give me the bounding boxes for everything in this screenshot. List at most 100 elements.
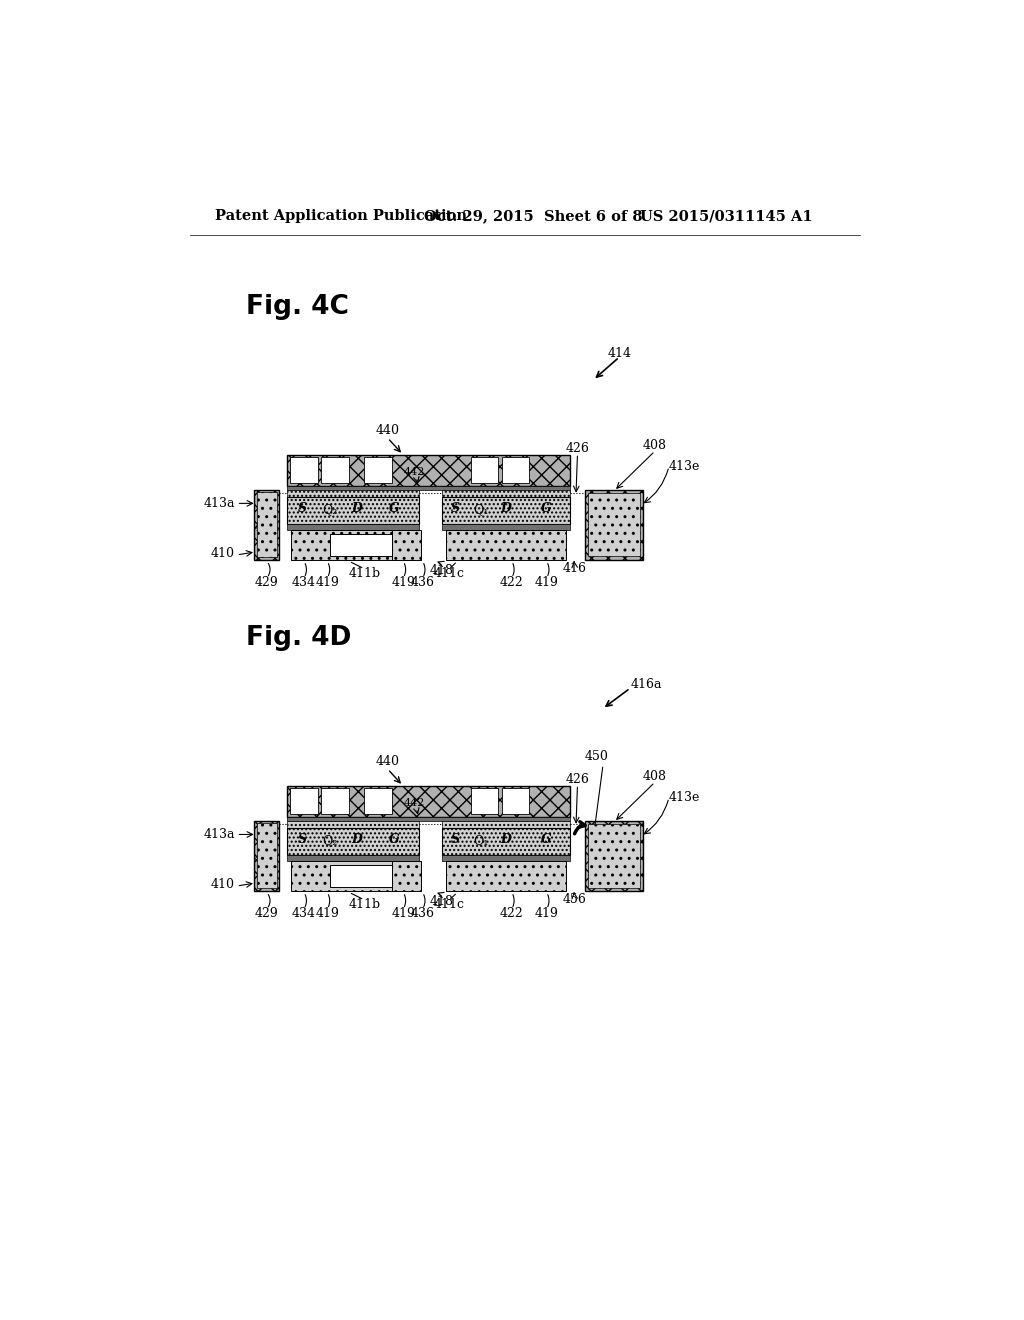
Bar bbox=[502, 457, 529, 483]
Text: 410a: 410a bbox=[254, 855, 280, 865]
Text: 419: 419 bbox=[535, 907, 558, 920]
Text: 411d: 411d bbox=[521, 873, 548, 882]
Text: 413a: 413a bbox=[204, 496, 234, 510]
Text: S: S bbox=[298, 502, 307, 515]
Text: 410b: 410b bbox=[339, 871, 366, 880]
Bar bbox=[287, 524, 419, 531]
Text: D: D bbox=[500, 833, 511, 846]
Text: 410c: 410c bbox=[393, 540, 419, 549]
Text: G: G bbox=[388, 833, 399, 846]
Bar bbox=[287, 821, 419, 829]
Bar bbox=[290, 457, 317, 483]
Text: 419: 419 bbox=[391, 576, 415, 589]
Bar bbox=[287, 490, 419, 498]
Text: 419: 419 bbox=[315, 907, 339, 920]
Text: 410b: 410b bbox=[339, 540, 366, 549]
Text: 413a: 413a bbox=[204, 828, 234, 841]
Bar bbox=[287, 817, 569, 821]
Bar bbox=[471, 788, 499, 814]
Text: 408: 408 bbox=[643, 440, 667, 453]
Text: 416: 416 bbox=[562, 562, 587, 576]
Bar bbox=[442, 524, 569, 531]
Text: 411d: 411d bbox=[521, 543, 548, 550]
Text: 408: 408 bbox=[643, 770, 667, 783]
Text: 419: 419 bbox=[325, 466, 345, 475]
Bar bbox=[442, 498, 569, 524]
Text: Oct. 29, 2015  Sheet 6 of 8: Oct. 29, 2015 Sheet 6 of 8 bbox=[424, 209, 642, 223]
Text: 411b: 411b bbox=[348, 898, 381, 911]
Text: 422: 422 bbox=[500, 576, 523, 589]
Text: Q₂: Q₂ bbox=[322, 503, 337, 516]
Text: 418: 418 bbox=[430, 564, 454, 577]
Bar bbox=[330, 535, 391, 556]
Text: D: D bbox=[500, 502, 511, 515]
Bar bbox=[391, 862, 421, 891]
Bar bbox=[287, 455, 569, 486]
Bar bbox=[321, 457, 349, 483]
Text: 410c: 410c bbox=[393, 871, 419, 880]
Text: 419: 419 bbox=[315, 576, 339, 589]
Bar bbox=[589, 824, 640, 887]
Text: 419: 419 bbox=[391, 907, 415, 920]
Bar bbox=[364, 457, 391, 483]
Text: Q₂: Q₂ bbox=[322, 834, 337, 847]
Text: 424: 424 bbox=[474, 466, 495, 475]
Text: Q₁: Q₁ bbox=[473, 834, 488, 847]
Bar bbox=[589, 492, 640, 557]
Text: 419: 419 bbox=[535, 576, 558, 589]
Bar bbox=[254, 821, 280, 891]
Bar bbox=[287, 829, 419, 855]
Bar bbox=[445, 531, 566, 560]
Text: 442: 442 bbox=[404, 467, 425, 477]
Text: 418: 418 bbox=[430, 895, 454, 908]
Text: 419: 419 bbox=[294, 797, 314, 805]
Text: 419: 419 bbox=[325, 797, 345, 805]
Text: 410d: 410d bbox=[464, 540, 490, 549]
Bar bbox=[291, 531, 415, 560]
Text: 411c: 411c bbox=[434, 566, 465, 579]
Text: 432: 432 bbox=[368, 797, 387, 805]
Text: 442: 442 bbox=[404, 797, 425, 808]
Bar bbox=[471, 457, 499, 483]
Bar bbox=[257, 492, 276, 557]
Text: 410e: 410e bbox=[601, 523, 627, 532]
Text: 450: 450 bbox=[585, 750, 609, 763]
Text: US 2015/0311145 A1: US 2015/0311145 A1 bbox=[640, 209, 812, 223]
Text: G: G bbox=[542, 502, 552, 515]
Bar bbox=[291, 862, 415, 891]
Text: 429: 429 bbox=[255, 576, 279, 589]
Text: S: S bbox=[452, 502, 461, 515]
Text: 440: 440 bbox=[376, 424, 399, 437]
Text: 432: 432 bbox=[368, 466, 387, 475]
Text: 434: 434 bbox=[292, 576, 316, 589]
Bar bbox=[257, 822, 276, 888]
Text: 436: 436 bbox=[411, 907, 434, 920]
Text: S: S bbox=[298, 833, 307, 846]
Text: 413e: 413e bbox=[669, 459, 700, 473]
Text: 410e: 410e bbox=[601, 854, 627, 862]
Text: 411b: 411b bbox=[348, 566, 381, 579]
Bar bbox=[254, 490, 280, 560]
Text: 414: 414 bbox=[607, 347, 632, 360]
Text: 440: 440 bbox=[376, 755, 399, 768]
Text: 436: 436 bbox=[411, 576, 434, 589]
Bar bbox=[391, 531, 421, 560]
Text: 424: 424 bbox=[474, 797, 495, 805]
Bar bbox=[442, 821, 569, 829]
Bar bbox=[586, 821, 643, 891]
Text: 411c: 411c bbox=[434, 898, 465, 911]
Bar bbox=[290, 788, 317, 814]
Bar bbox=[330, 866, 391, 887]
Bar bbox=[287, 785, 569, 817]
Text: 422: 422 bbox=[500, 907, 523, 920]
Text: 410: 410 bbox=[211, 546, 234, 560]
Text: 434: 434 bbox=[292, 907, 316, 920]
Text: 419: 419 bbox=[506, 466, 525, 475]
Bar bbox=[445, 862, 566, 891]
Text: D: D bbox=[351, 833, 362, 846]
Text: Fig. 4D: Fig. 4D bbox=[246, 626, 351, 651]
Text: 410: 410 bbox=[211, 878, 234, 891]
Text: 416a: 416a bbox=[630, 677, 662, 690]
Bar bbox=[502, 788, 529, 814]
Bar bbox=[442, 855, 569, 862]
